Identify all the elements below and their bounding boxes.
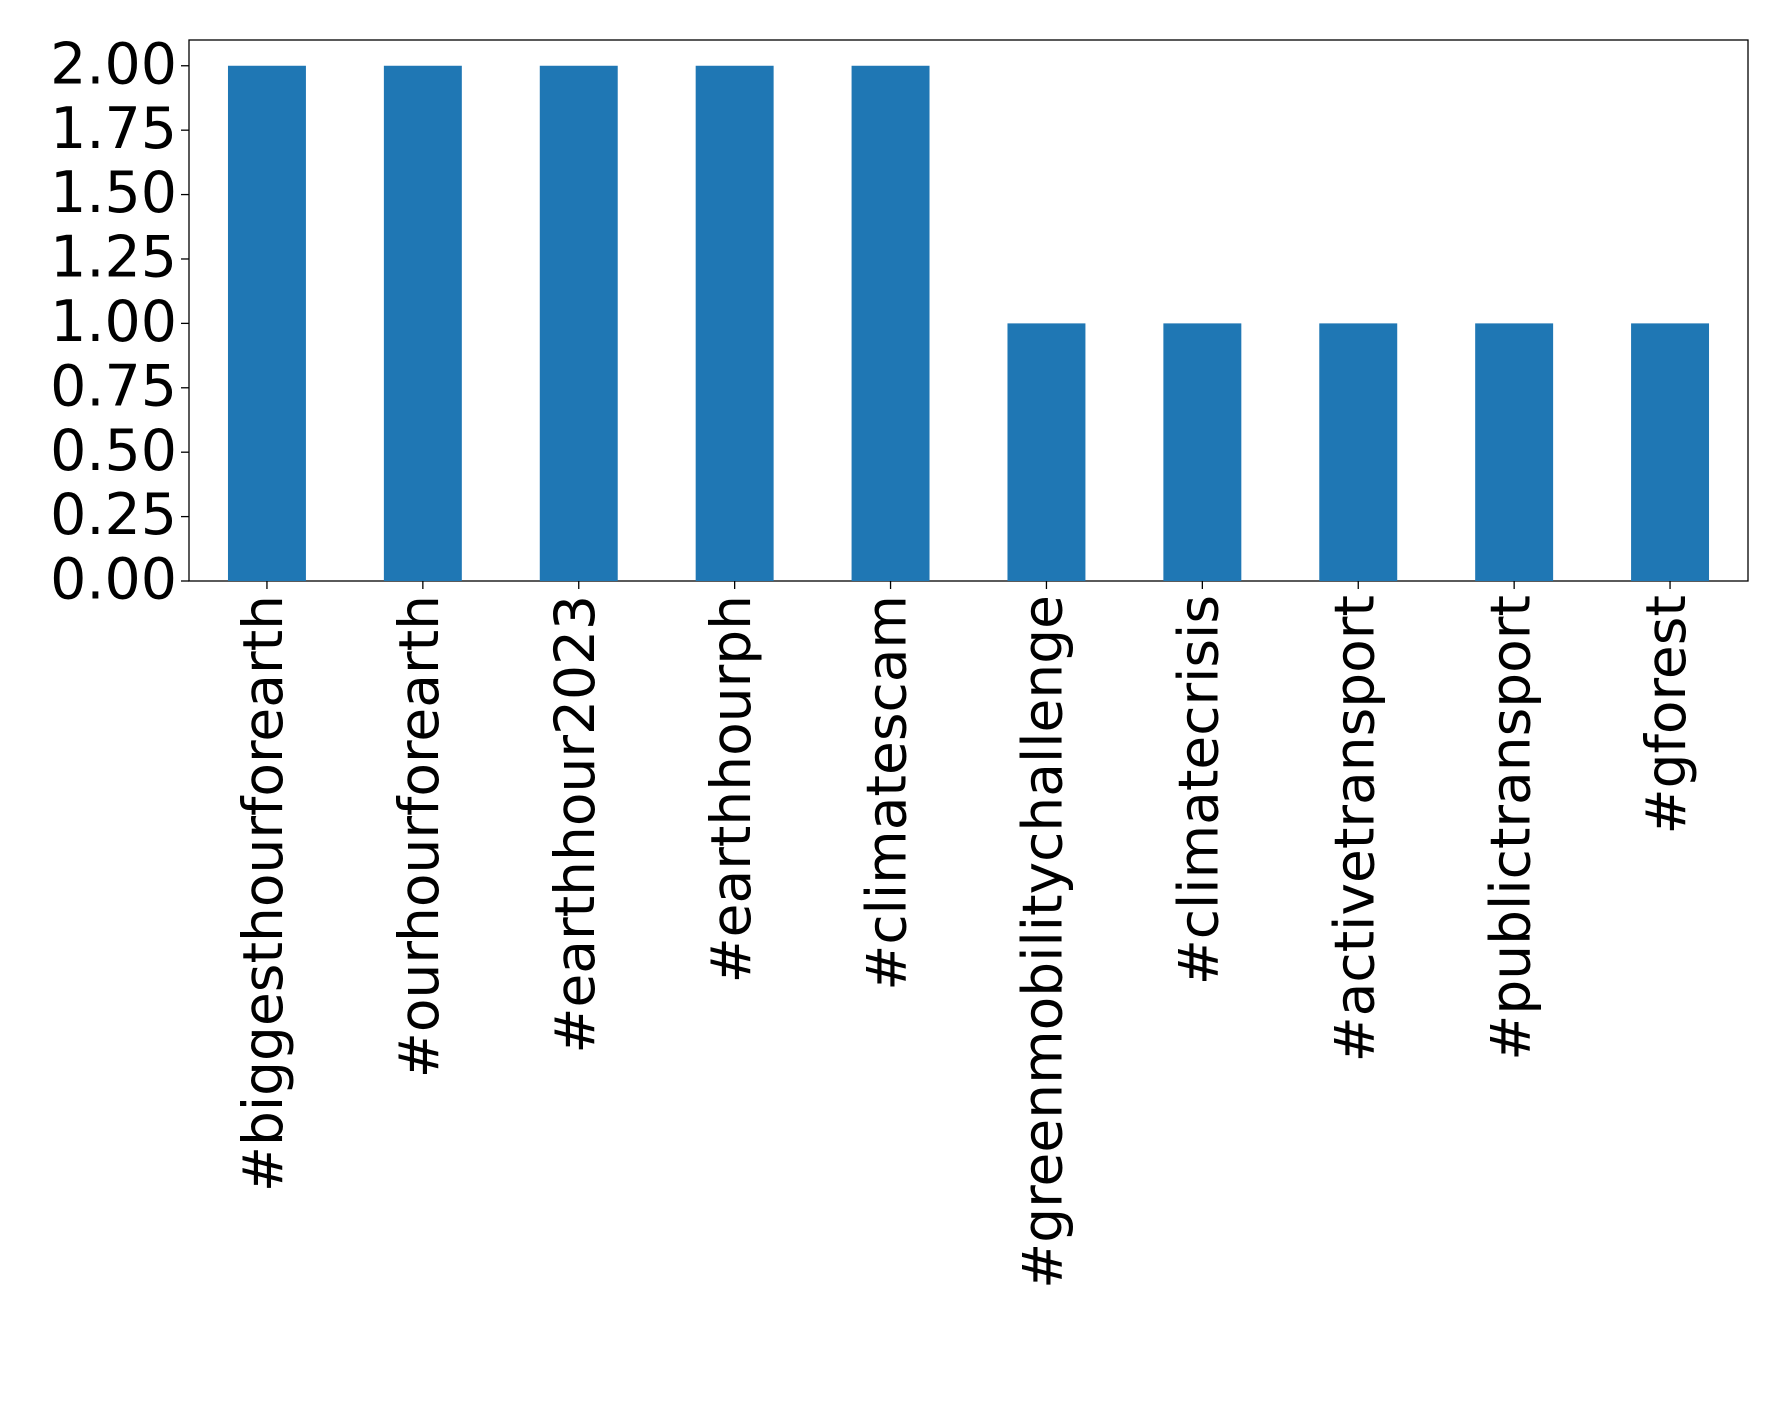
x-tick-label: #gforest [1634, 595, 1698, 834]
bar [851, 65, 930, 581]
bar [383, 65, 462, 581]
y-tick-label: 0.50 [50, 418, 177, 484]
x-tick-label: #activetransport [1322, 595, 1386, 1062]
y-tick-label: 1.50 [50, 160, 177, 226]
x-tick-label: #publictransport [1478, 595, 1542, 1061]
x-tick-label: #ourhourforearth [387, 595, 451, 1078]
bar [1163, 323, 1242, 581]
bar [1475, 323, 1554, 581]
x-tick-label: #climatecrisis [1166, 595, 1230, 985]
bar [1319, 323, 1398, 581]
bar [695, 65, 774, 581]
bar [1631, 323, 1710, 581]
x-tick-label: #biggesthourforearth [231, 595, 295, 1192]
x-tick-label: #earthhourph [699, 595, 763, 983]
y-tick-label: 1.75 [50, 96, 177, 162]
y-tick-label: 0.00 [50, 547, 177, 613]
bar [539, 65, 618, 581]
x-tick-label: #climatescam [855, 595, 919, 991]
x-tick-label: #greenmobilitychallenge [1011, 595, 1075, 1289]
y-tick-label: 2.00 [50, 31, 177, 97]
y-tick-label: 1.25 [50, 225, 177, 291]
y-tick-label: 1.00 [50, 289, 177, 355]
y-tick-label: 0.25 [50, 482, 177, 548]
bar [227, 65, 306, 581]
y-tick-label: 0.75 [50, 353, 177, 419]
bar [1007, 323, 1086, 581]
plot-frame [188, 39, 1749, 582]
x-tick-label: #earthhour2023 [543, 595, 607, 1054]
